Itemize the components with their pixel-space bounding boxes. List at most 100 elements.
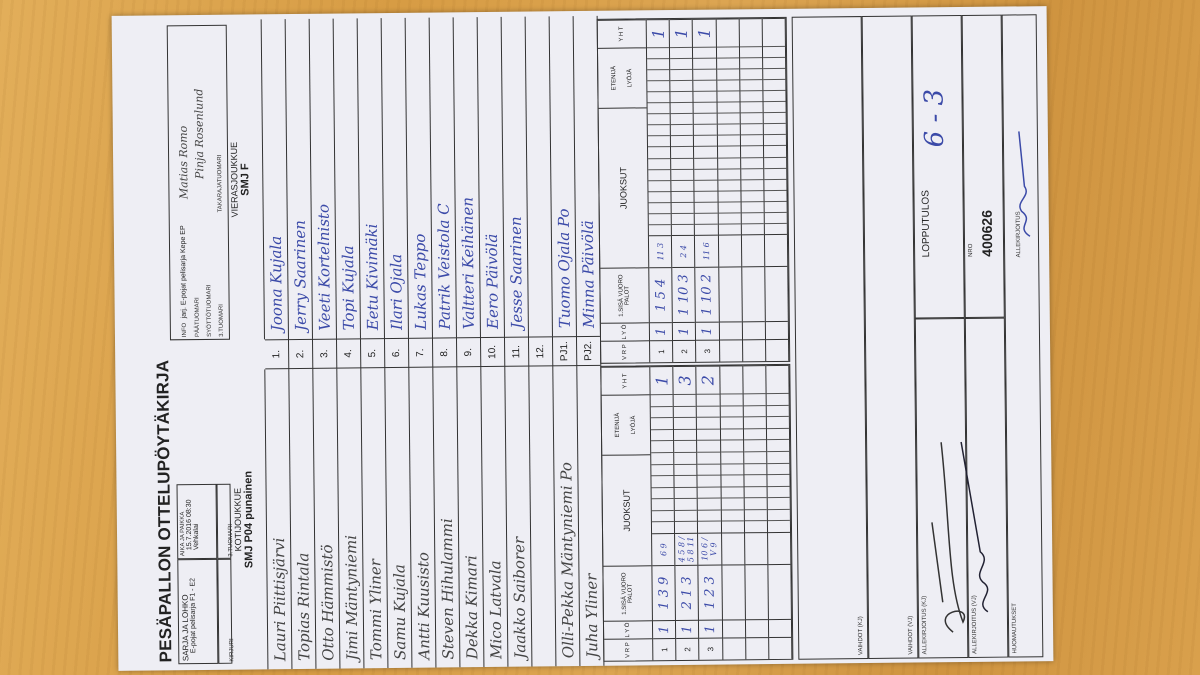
subs-away-label: VAIHDOT (VJ) xyxy=(907,615,915,655)
subs-away-box: VAIHDOT (VJ) xyxy=(861,15,919,660)
away-player-row: Topi Kujala xyxy=(333,18,361,339)
first-inning-cell: 1 10 2 xyxy=(695,266,719,322)
third-umpire-label-2: 3.TUOMARI xyxy=(218,304,225,337)
palot-cell: 10 6 / V 9 xyxy=(698,532,721,565)
inning-row: 2 1 2 1 3 4 5 8 / 5 8 11 3 xyxy=(673,365,700,661)
time-place-box: AIKA JA PAIKKA 15.7.2016 08:30 Vehkalai xyxy=(176,483,218,560)
vrp-cell xyxy=(765,338,789,362)
runs-header: JUOKSUT xyxy=(598,107,649,268)
palot-cell: 2 4 xyxy=(672,234,695,268)
row-number: 9. xyxy=(456,337,482,368)
total-cell: 1 xyxy=(646,19,670,48)
runs-grid xyxy=(673,393,698,534)
total-cell xyxy=(742,365,766,394)
vrp-cell xyxy=(719,339,742,362)
series-value: E-pojat pelisarja F1 - E2 xyxy=(189,577,198,654)
lyo-cell xyxy=(742,321,765,340)
away-player-row: Jesse Saarinen xyxy=(501,16,529,337)
result-value: 6 - 3 xyxy=(919,88,951,148)
lyo-cell: 1 xyxy=(673,321,696,341)
first-inning-cell: 1 2 3 xyxy=(698,564,722,620)
back-umpire-label: TAKARAJATUOMARI xyxy=(217,154,224,213)
away-player-row: Joona Kujala xyxy=(261,19,289,340)
lyo-cell: 1 xyxy=(699,619,722,638)
inning-row xyxy=(719,365,747,660)
away-player-row: Tuomo Ojala Po xyxy=(549,16,577,337)
lyo-cell xyxy=(745,619,768,638)
home-signature xyxy=(931,442,966,633)
series-box: SARJA JA LOHKO E-pojat pelisarja F1 - E2 xyxy=(177,558,219,665)
vrp-cell xyxy=(768,636,792,660)
nro-label: NRO xyxy=(968,243,975,257)
first-inning-cell: 1 5 4 xyxy=(649,267,673,323)
subs-home-box: VAIHDOT (KJ) xyxy=(791,16,869,660)
runs-grid xyxy=(716,46,741,235)
total-cell: 1 xyxy=(650,366,673,395)
advancer-header: ETENIJÄ xyxy=(614,412,622,438)
home-team-header: KOTIJOUKKUE SMJ P04 punainen xyxy=(231,369,269,670)
row-number: 7. xyxy=(408,337,434,368)
home-player-row: Jaakko Saiborer xyxy=(505,366,533,667)
nro-value: 400626 xyxy=(978,209,996,257)
vrp-cell xyxy=(745,637,769,660)
row-number: 11. xyxy=(504,336,530,367)
scoresheet-paper: PESÄPALLON OTTELUPÖYTÄKIRJA SARJA JA LOH… xyxy=(111,6,1054,671)
remarks-label: HUOMAUTUKSET xyxy=(1011,603,1019,654)
away-signature xyxy=(960,441,989,613)
vrp-header: V R P xyxy=(604,638,653,661)
away-player-row: Patrik Veistola C xyxy=(429,17,457,338)
row-number: 3. xyxy=(312,338,338,369)
home-scoring-table: V R P L Y Ö 1.SISÄ VUORO PALOT JUOKSUT ET… xyxy=(600,363,794,662)
runs-grid xyxy=(693,46,718,235)
total-cell xyxy=(719,365,743,394)
first-inning-cell xyxy=(721,564,745,620)
lyo-cell xyxy=(765,320,788,340)
palot-cell xyxy=(764,233,788,267)
nro-box: NRO 400626 xyxy=(961,14,1005,318)
row-number: 4. xyxy=(336,338,362,369)
first-inning-cell xyxy=(741,266,765,322)
first-inning-cell xyxy=(765,265,788,322)
total-cell: 1 xyxy=(669,18,693,48)
away-player-row xyxy=(525,16,553,337)
batter-header: LYÖJÄ xyxy=(627,68,634,88)
total-cell xyxy=(762,17,785,47)
home-player-row: Mico Latvala xyxy=(481,366,509,668)
vrp-cell xyxy=(742,339,766,362)
remarks-box: HUOMAUTUKSET xyxy=(1001,14,1044,658)
advancer-header: ETENIJÄ xyxy=(611,65,618,91)
vrp-cell: 3 xyxy=(699,637,722,660)
palot-cell xyxy=(721,532,745,565)
umpire-name-2: Pinja Rosenlund xyxy=(192,88,207,180)
first-inning-cell xyxy=(745,564,768,620)
away-player-row: Ilari Ojala xyxy=(381,17,409,339)
result-label: LOPPUTULOS xyxy=(920,190,933,258)
away-player-row: Lukas Teppo xyxy=(405,17,433,338)
lyo-cell xyxy=(719,321,742,340)
total-cell xyxy=(766,364,789,394)
vrp-cell: 2 xyxy=(676,637,699,661)
vrp-cell: 1 xyxy=(650,340,673,363)
info-label: INFO xyxy=(181,322,188,338)
palot-header: PALOT xyxy=(624,285,631,306)
batter-header: LYÖJÄ xyxy=(630,415,638,435)
inning-row: 3 1 1 2 3 10 6 / V 9 2 xyxy=(696,365,723,660)
runs-grid xyxy=(647,47,672,236)
runs-grid xyxy=(720,393,744,533)
umpire-name-1: Matias Romo xyxy=(176,125,191,200)
officials-box: INFO jarj. E-pojat pelisarja Kepe EP PÄÄ… xyxy=(166,24,230,341)
subs-home-label: VAIHDOT (KJ) xyxy=(857,616,865,656)
row-number: 5. xyxy=(360,338,386,369)
total-cell: 1 xyxy=(693,18,716,47)
row-number: 2. xyxy=(288,338,314,370)
first-inning-cell: 1 10 3 xyxy=(672,266,696,323)
lyo-cell: 1 xyxy=(696,321,719,340)
head-umpire-label: PÄÄTUOMARI xyxy=(194,297,201,338)
first-inning-cell: 1 3 9 xyxy=(652,565,676,621)
home-player-row: Samu Kujala xyxy=(385,367,413,669)
palot-cell xyxy=(741,234,765,267)
inning-row xyxy=(762,17,790,362)
row-number: PJ1. xyxy=(552,336,578,367)
away-team-name: SMJ F xyxy=(239,163,252,196)
row-number: 1. xyxy=(264,339,290,370)
